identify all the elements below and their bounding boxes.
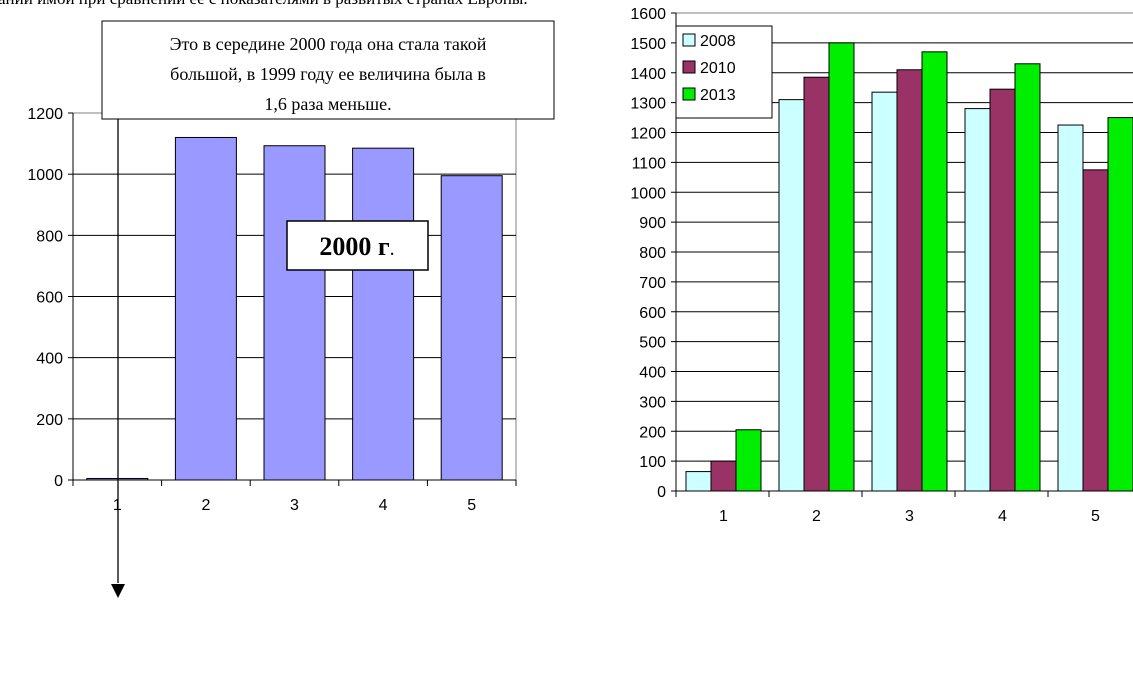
bar-2010 <box>710 460 737 492</box>
x-tick-label: 3 <box>905 508 914 525</box>
chart-left: 0 200 400 600 800 1000 1200 1 2 3 4 5 Это в середи… <box>27 20 555 598</box>
annotation-arrowhead <box>111 584 125 598</box>
y-tick-label: 1100 <box>632 155 667 172</box>
y-tick-label: 500 <box>639 335 666 352</box>
bar-2008 <box>685 471 712 492</box>
y-tick-label: 400 <box>639 365 666 382</box>
bar-2013 <box>735 429 762 492</box>
x-tick-label: 2 <box>812 508 821 525</box>
legend: 2008 2010 2013 <box>675 25 773 119</box>
bar-2010 <box>1082 169 1109 492</box>
chart-right: 0100200300400500600700800900100011001200… <box>630 6 1133 525</box>
y-tick-label: 1200 <box>27 106 63 123</box>
y-tick-label: 1400 <box>630 66 666 83</box>
bar <box>263 145 326 481</box>
x-tick-label: 3 <box>290 497 299 514</box>
bar-2010 <box>803 76 830 492</box>
legend-swatch <box>682 33 696 47</box>
y-tick-label: 700 <box>639 275 666 292</box>
x-tick-label: 5 <box>467 497 476 514</box>
y-tick-label: 200 <box>36 412 63 429</box>
y-tick-label: 300 <box>639 394 666 411</box>
bar <box>174 136 237 481</box>
annotation-note-line: 1,6 раза меньше. <box>264 94 391 114</box>
annotation-note-line: большой, в 1999 году ее величина была в <box>170 64 486 84</box>
annotation-note-line: Это в середине 2000 года она стала такой <box>170 34 487 54</box>
y-tick-label: 600 <box>36 290 63 307</box>
year-label-box <box>286 220 429 271</box>
x-tick-label: 2 <box>201 497 210 514</box>
y-tick-label: 1500 <box>630 36 666 53</box>
legend-label: 2013 <box>700 87 736 104</box>
y-tick-label: 400 <box>36 351 63 368</box>
y-tick-label: 1300 <box>630 96 666 113</box>
y-tick-label: 800 <box>36 228 63 245</box>
y-tick-label: 100 <box>639 454 666 471</box>
legend-label: 2008 <box>700 33 736 50</box>
y-tick-label: 1200 <box>630 126 666 143</box>
bar <box>440 175 503 481</box>
bar-2013 <box>828 42 855 492</box>
bar-2008 <box>1057 124 1084 492</box>
bar-2013 <box>921 51 948 492</box>
y-tick-label: 200 <box>639 424 666 441</box>
y-tick-label: 600 <box>639 305 666 322</box>
legend-swatch <box>682 87 696 101</box>
y-tick-label: 900 <box>639 215 666 232</box>
annotation-note-box <box>101 20 555 120</box>
bar-2013 <box>1107 117 1133 492</box>
bar-2010 <box>989 88 1016 492</box>
x-tick-label: 4 <box>998 508 1007 525</box>
y-tick-label: 0 <box>54 473 63 490</box>
x-tick-label: 5 <box>1091 508 1100 525</box>
bar-2008 <box>871 91 898 492</box>
bar-2008 <box>964 108 991 492</box>
x-tick-label: 4 <box>379 497 388 514</box>
y-tick-label: 800 <box>639 245 666 262</box>
y-tick-label: 1000 <box>630 185 666 202</box>
y-tick-label: 0 <box>657 484 666 501</box>
legend-label: 2010 <box>700 60 736 77</box>
x-tick-label: 1 <box>113 497 122 514</box>
x-tick-label: 1 <box>719 508 728 525</box>
header-text: ании имой при сравнении ее с показателям… <box>0 0 528 8</box>
bar-2010 <box>896 69 923 492</box>
legend-swatch <box>682 60 696 74</box>
y-tick-label: 1600 <box>630 6 666 23</box>
bar <box>352 147 415 481</box>
year-label: 2000 г. <box>319 232 394 261</box>
y-tick-label: 1000 <box>27 167 63 184</box>
bar-2008 <box>778 99 805 492</box>
bar-2013 <box>1014 63 1041 492</box>
